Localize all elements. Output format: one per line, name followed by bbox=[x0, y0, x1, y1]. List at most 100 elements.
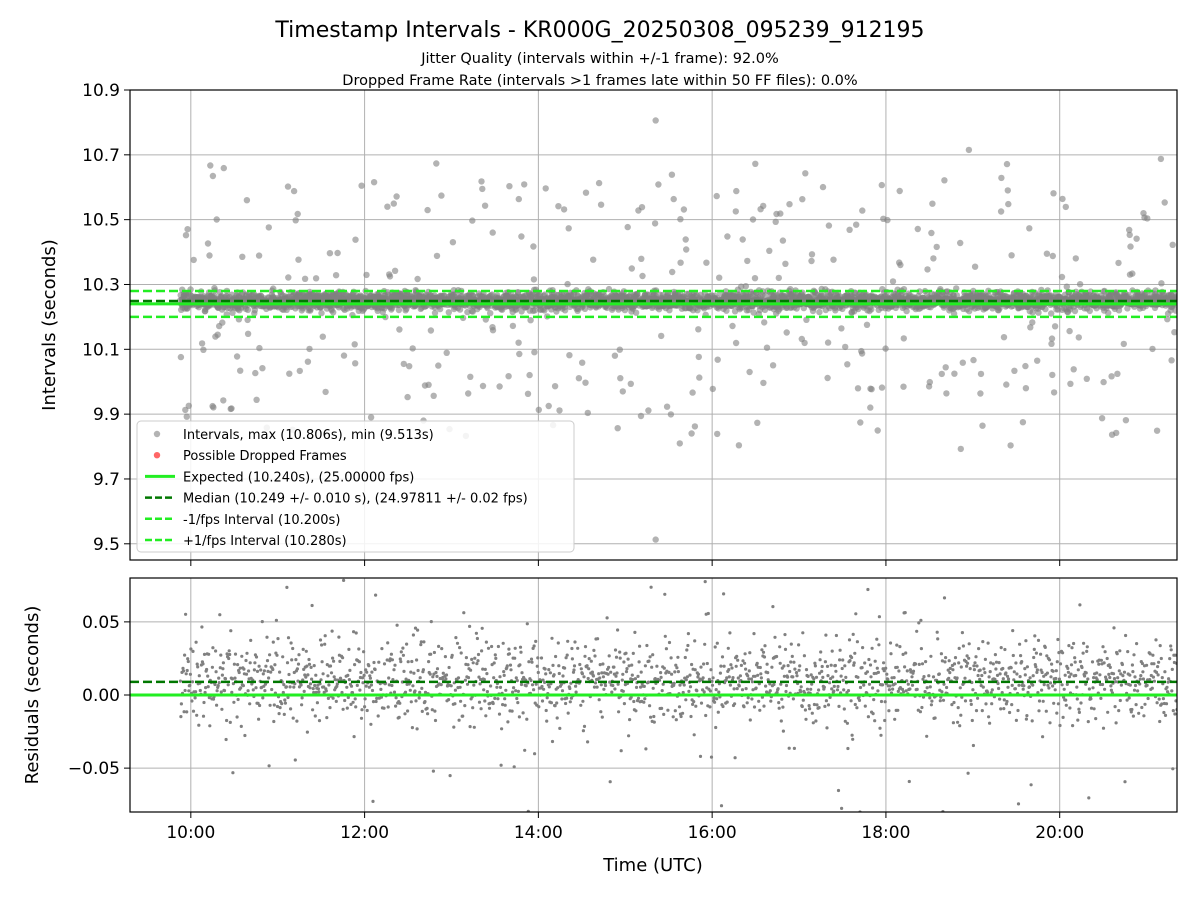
interval-point bbox=[561, 307, 569, 314]
interval-point bbox=[581, 305, 589, 312]
residual-point bbox=[432, 650, 436, 655]
residual-point bbox=[308, 686, 312, 690]
interval-point bbox=[942, 364, 949, 371]
interval-point bbox=[924, 266, 931, 273]
interval-point bbox=[214, 331, 221, 338]
residual-point bbox=[557, 671, 561, 676]
interval-point bbox=[370, 179, 378, 186]
residual-point bbox=[369, 722, 373, 726]
residual-point bbox=[292, 685, 296, 689]
interval-point bbox=[515, 339, 522, 346]
interval-point bbox=[530, 276, 538, 283]
residual-point bbox=[289, 641, 293, 645]
interval-point bbox=[620, 288, 628, 295]
residual-point bbox=[579, 703, 583, 707]
residual-point bbox=[498, 675, 502, 679]
residual-point bbox=[247, 669, 251, 673]
residual-point bbox=[268, 653, 272, 657]
residual-point bbox=[361, 681, 365, 685]
residual-point bbox=[401, 646, 405, 650]
residual-point bbox=[484, 640, 488, 644]
residual-point bbox=[437, 644, 441, 649]
residual-point bbox=[380, 647, 384, 651]
interval-point bbox=[505, 373, 512, 380]
interval-point bbox=[1172, 307, 1177, 314]
interval-point bbox=[824, 339, 832, 346]
residual-point bbox=[492, 676, 496, 680]
residual-point bbox=[492, 661, 496, 665]
residual-point bbox=[200, 625, 204, 629]
interval-point bbox=[769, 362, 777, 369]
residual-point bbox=[540, 699, 545, 703]
residual-point bbox=[636, 696, 641, 700]
interval-point bbox=[386, 273, 394, 280]
interval-point bbox=[1000, 334, 1008, 341]
residual-point bbox=[311, 687, 315, 691]
residual-point bbox=[627, 734, 631, 738]
interval-point bbox=[977, 390, 984, 397]
residual-point bbox=[683, 655, 687, 660]
residual-point bbox=[471, 661, 475, 665]
residual-point bbox=[690, 662, 694, 667]
residual-point bbox=[696, 672, 701, 676]
residual-point bbox=[198, 688, 202, 693]
residual-point bbox=[576, 646, 580, 650]
residual-point bbox=[392, 690, 397, 694]
residual-point bbox=[448, 774, 452, 778]
residual-point bbox=[243, 733, 247, 738]
interval-point bbox=[938, 370, 945, 378]
interval-point bbox=[1029, 319, 1036, 326]
interval-point bbox=[1100, 378, 1107, 386]
residual-point bbox=[533, 752, 537, 756]
residual-point bbox=[394, 704, 398, 708]
residual-point bbox=[508, 663, 513, 667]
residual-point bbox=[435, 674, 439, 679]
residual-point bbox=[227, 656, 231, 661]
residual-point bbox=[178, 679, 182, 683]
residual-point bbox=[320, 643, 324, 647]
residual-point bbox=[283, 698, 287, 702]
residual-point bbox=[638, 644, 642, 648]
interval-point bbox=[979, 422, 986, 429]
interval-point bbox=[896, 187, 903, 195]
interval-point bbox=[294, 210, 301, 218]
residual-point bbox=[463, 678, 467, 682]
residual-point bbox=[643, 697, 647, 701]
residual-point bbox=[495, 685, 499, 689]
interval-point bbox=[542, 185, 549, 192]
residual-point bbox=[489, 684, 493, 688]
residual-point bbox=[615, 671, 619, 675]
residual-point bbox=[286, 695, 290, 700]
residual-point bbox=[552, 673, 556, 677]
top-y-tick-label: 10.3 bbox=[82, 275, 120, 295]
interval-point bbox=[1115, 259, 1122, 267]
residual-point bbox=[681, 711, 685, 715]
residual-point bbox=[719, 804, 724, 808]
residual-point bbox=[600, 715, 604, 719]
residual-point bbox=[496, 697, 500, 701]
interval-point bbox=[868, 386, 875, 393]
residual-point bbox=[312, 664, 316, 668]
residual-point bbox=[315, 701, 319, 705]
residual-point bbox=[715, 641, 719, 645]
interval-point bbox=[425, 381, 432, 388]
interval-point bbox=[436, 305, 444, 313]
interval-point bbox=[669, 268, 676, 276]
residual-point bbox=[353, 697, 357, 701]
residual-point bbox=[203, 690, 207, 695]
residual-point bbox=[720, 655, 725, 659]
interval-point bbox=[777, 210, 784, 217]
interval-point bbox=[677, 216, 684, 223]
interval-point bbox=[290, 187, 298, 195]
residual-point bbox=[335, 684, 339, 689]
residual-point bbox=[530, 683, 535, 687]
residual-point bbox=[598, 663, 602, 667]
residual-point bbox=[599, 683, 603, 687]
interval-point bbox=[244, 316, 251, 324]
residual-point bbox=[686, 632, 691, 636]
residual-point bbox=[631, 678, 635, 682]
residual-point bbox=[417, 696, 421, 700]
residual-point bbox=[660, 689, 664, 693]
residual-point bbox=[302, 667, 306, 672]
residual-point bbox=[281, 655, 285, 659]
